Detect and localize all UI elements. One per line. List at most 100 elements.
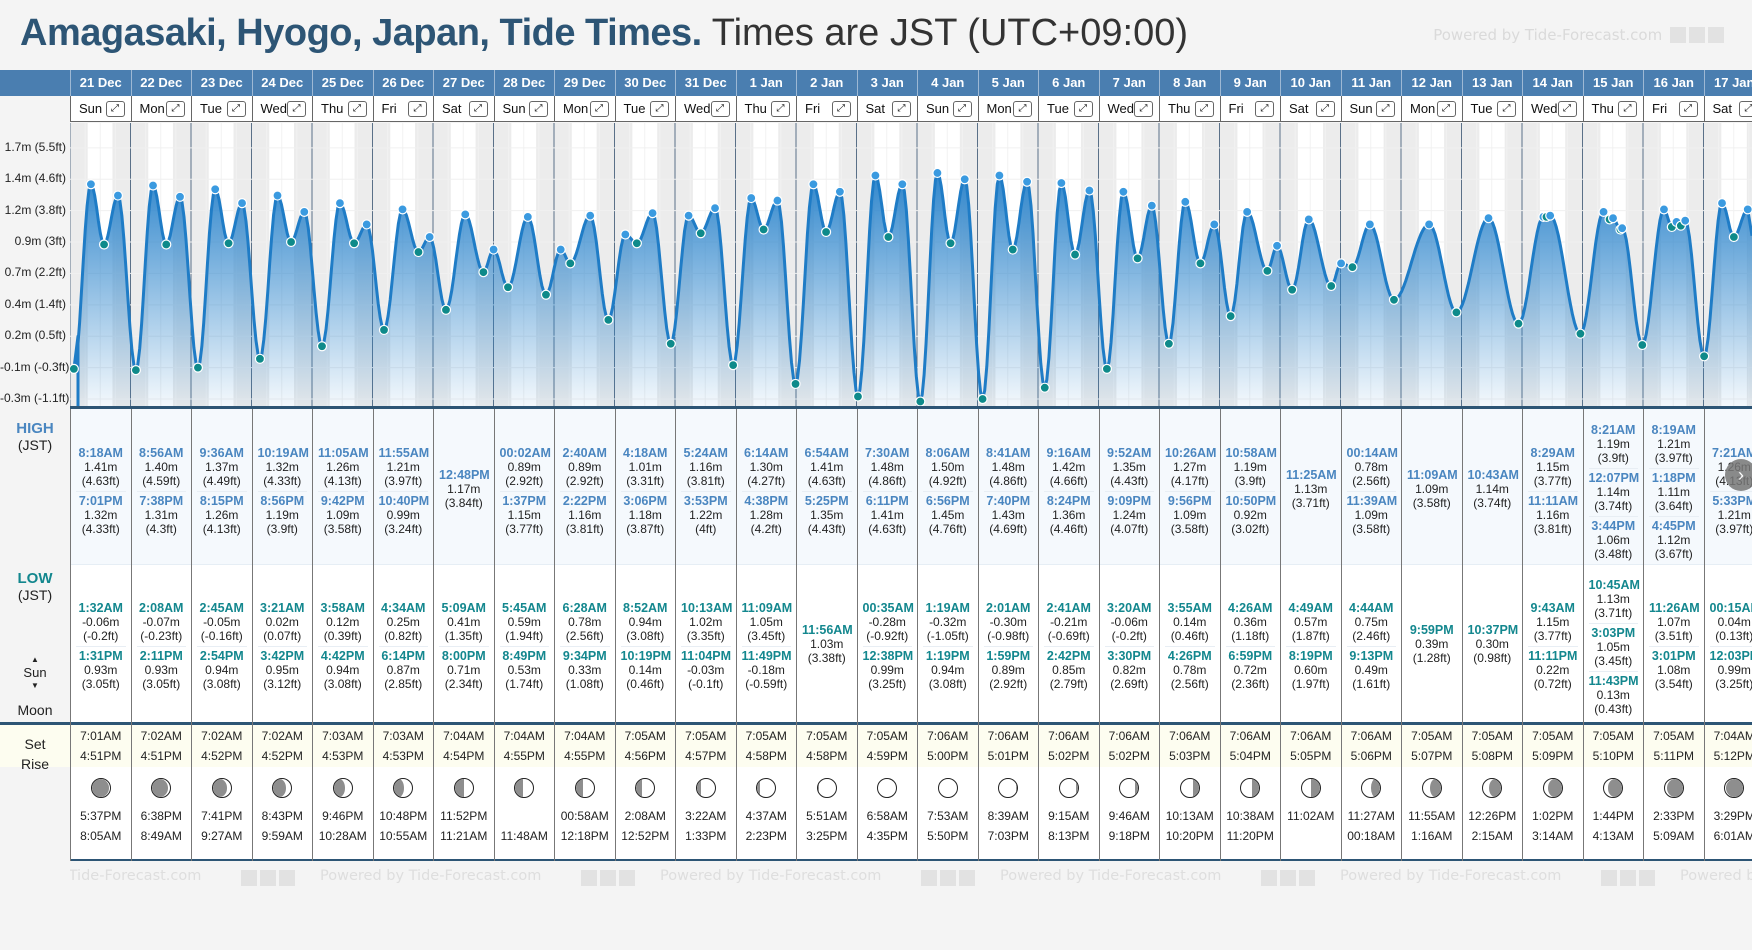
expand-day-button[interactable]: ⤢	[1679, 101, 1698, 117]
low-tide-time: 5:09AM	[439, 601, 489, 615]
expand-day-button[interactable]: ⤢	[832, 101, 851, 117]
low-tide-time: 4:42PM	[318, 649, 368, 663]
low-tide-time: 6:14PM	[379, 649, 429, 663]
powered-by-link[interactable]: Powered by Tide-Forecast.com	[1433, 26, 1724, 44]
low-tide-point	[791, 379, 800, 388]
moonrise-time: 9:27AM	[192, 826, 252, 846]
expand-day-button[interactable]: ⤢	[348, 101, 367, 117]
expand-day-button[interactable]: ⤢	[892, 101, 911, 117]
low-tide-height-m: 0.78m	[1165, 663, 1215, 677]
expand-day-button[interactable]: ⤢	[1195, 101, 1214, 117]
sun-row-label: ▲ Sun ▼	[0, 653, 70, 692]
moon-shadow	[92, 779, 109, 797]
expand-day-button[interactable]: ⤢	[953, 101, 972, 117]
expand-day-button[interactable]: ⤢	[1255, 101, 1274, 117]
weekday-label: Wed	[261, 96, 288, 122]
expand-day-button[interactable]: ⤢	[1134, 101, 1153, 117]
expand-day-button[interactable]: ⤢	[106, 101, 125, 117]
expand-day-button[interactable]: ⤢	[711, 101, 730, 117]
expand-day-button[interactable]: ⤢	[1739, 101, 1752, 117]
low-tide-entry: 2:01AM-0.30m(-0.98ft)	[984, 599, 1034, 647]
high-tide-point	[335, 199, 344, 208]
logo-arrow-icon	[1620, 870, 1636, 886]
low-tide-point	[604, 315, 613, 324]
expand-day-button[interactable]: ⤢	[771, 101, 790, 117]
moonrise-time: 8:05AM	[71, 826, 131, 846]
weekday-label: Mon	[1410, 96, 1435, 122]
high-tide-point	[1546, 211, 1555, 220]
high-tide-height-m: 1.12m	[1649, 533, 1699, 547]
day-date-header: 29 Dec	[554, 70, 615, 96]
expand-day-button[interactable]: ⤢	[166, 101, 185, 117]
high-tide-height-ft: (3.58ft)	[1347, 522, 1397, 536]
expand-day-button[interactable]: ⤢	[1316, 101, 1335, 117]
high-tide-point	[273, 191, 282, 200]
sunrise-time: 7:04AM	[555, 726, 615, 746]
expand-day-button[interactable]: ⤢	[1558, 101, 1577, 117]
expand-day-button[interactable]: ⤢	[590, 101, 609, 117]
day-date-header: 14 Jan	[1522, 70, 1583, 96]
expand-day-button[interactable]: ⤢	[1376, 101, 1395, 117]
moon-phase-icon	[212, 778, 232, 798]
high-tide-time: 7:21AM	[1710, 446, 1752, 460]
logo-wave-icon	[1670, 27, 1686, 43]
expand-day-button[interactable]: ⤢	[1497, 101, 1516, 117]
expand-day-button[interactable]: ⤢	[408, 101, 427, 117]
moon-phase-icon	[1119, 778, 1139, 798]
day-weekday-header: Fri⤢	[373, 96, 434, 122]
low-tide-point	[884, 233, 893, 242]
expand-day-button[interactable]: ⤢	[1618, 101, 1637, 117]
high-tide-height-ft: (4.63ft)	[863, 522, 913, 536]
high-tide-height-m: 1.16m	[681, 460, 731, 474]
next-days-button[interactable]: ›	[1725, 459, 1752, 491]
low-tide-height-m: 0.71m	[439, 663, 489, 677]
high-tide-height-m: 0.78m	[1347, 460, 1397, 474]
high-tide-point	[1599, 207, 1608, 216]
low-tide-time: 3:01PM	[1649, 649, 1699, 663]
expand-day-button[interactable]: ⤢	[469, 101, 488, 117]
chevron-right-icon: ›	[1738, 465, 1744, 485]
tide-chart	[70, 123, 1752, 407]
expand-day-button[interactable]: ⤢	[1437, 101, 1456, 117]
low-tide-point	[1389, 295, 1398, 304]
expand-day-button[interactable]: ⤢	[1074, 101, 1093, 117]
sunrise-time: 7:05AM	[737, 726, 797, 746]
expand-day-button[interactable]: ⤢	[1013, 101, 1032, 117]
tide-table: 1.7m (5.5ft)1.4m (4.6ft)1.2m (3.8ft)0.9m…	[0, 70, 1752, 880]
high-tide-height-m: 1.35m	[1105, 460, 1155, 474]
day-weekday-header: Tue⤢	[1038, 96, 1099, 122]
high-tide-time: 9:42PM	[318, 494, 368, 508]
expand-day-button[interactable]: ⤢	[287, 101, 306, 117]
high-tide-time: 1:18PM	[1649, 471, 1699, 485]
expand-day-button[interactable]: ⤢	[529, 101, 548, 117]
moonrise-time: 11:20PM	[1221, 826, 1281, 846]
sunrise-time: 7:02AM	[253, 726, 313, 746]
high-tide-time: 10:43AM	[1468, 468, 1518, 482]
low-tide-stack: 00:15AM0.04m(0.13ft)12:03PM0.99m(3.25ft)	[1705, 599, 1752, 694]
low-tide-point	[946, 239, 955, 248]
expand-day-button[interactable]: ⤢	[227, 101, 246, 117]
expand-day-button[interactable]: ⤢	[650, 101, 669, 117]
high-tide-time: 10:19AM	[258, 446, 308, 460]
